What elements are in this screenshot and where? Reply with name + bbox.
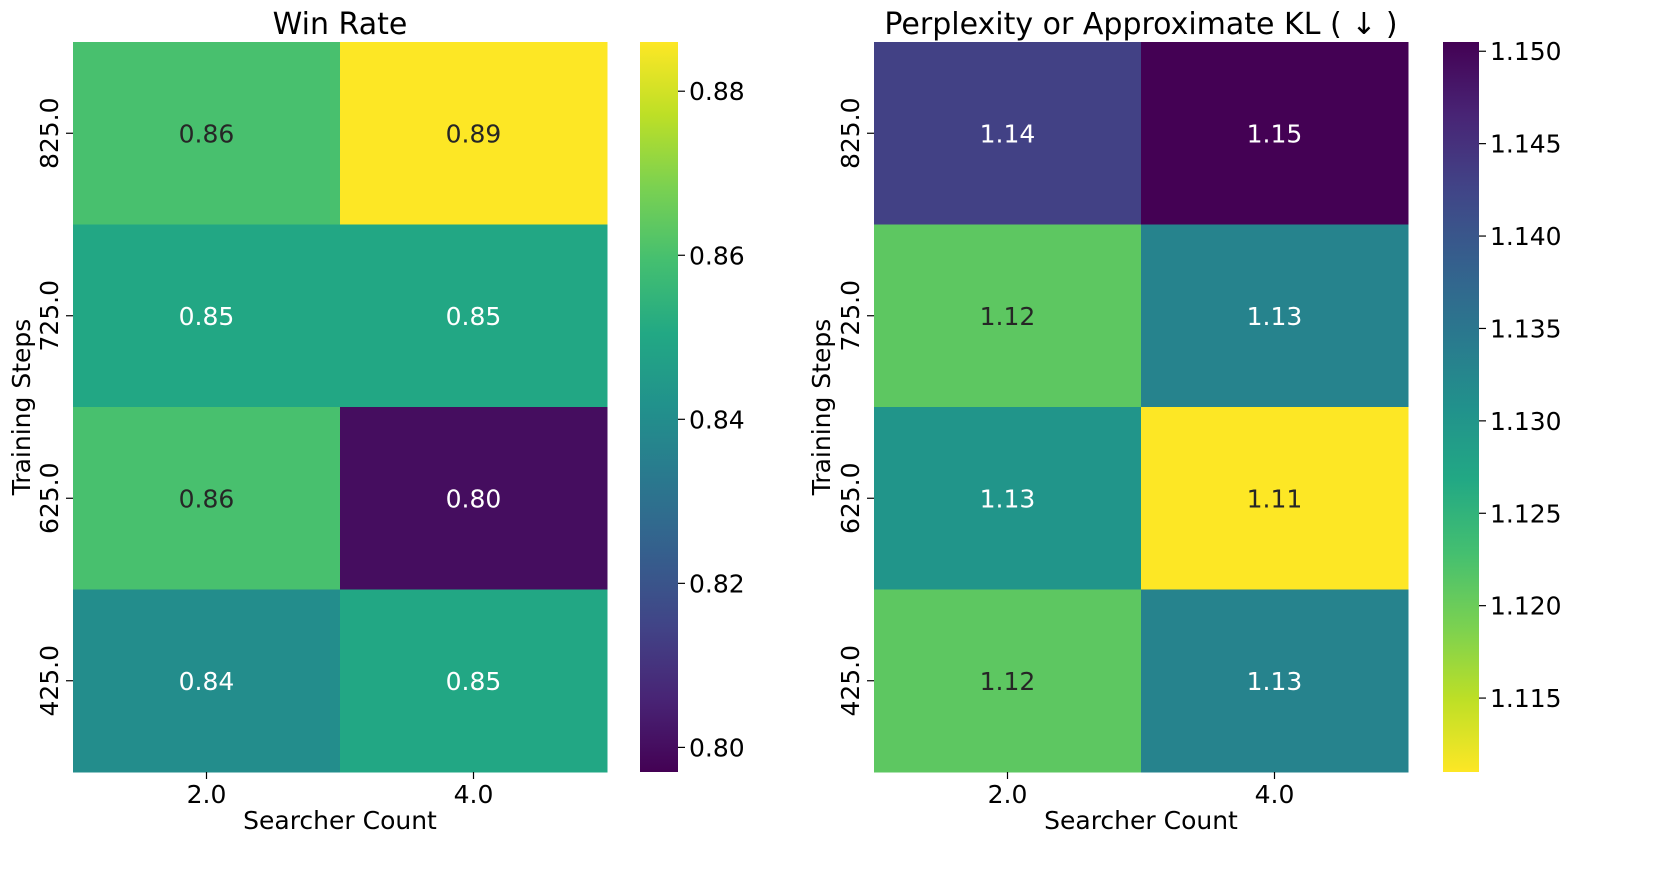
x-axis-label: Searcher Count	[1044, 806, 1238, 835]
cell-value-label: 0.85	[446, 667, 502, 696]
cell-value-label: 0.89	[446, 119, 502, 148]
heatmap-cell	[874, 42, 1142, 225]
y-tick-label: 825.0	[35, 97, 64, 169]
heatmap-cell	[340, 42, 608, 225]
colorbar-tick-label: 0.82	[689, 569, 745, 598]
heatmap-cell	[1141, 42, 1409, 225]
cell-value-label: 1.11	[1247, 484, 1303, 513]
chart-title: Perplexity or Approximate KL ( ↓ )	[884, 7, 1397, 42]
heatmap-cell	[73, 407, 341, 590]
cell-value-label: 1.12	[980, 302, 1036, 331]
y-tick-label: 425.0	[35, 645, 64, 717]
heatmap-cell	[340, 224, 608, 408]
x-tick-label: 4.0	[454, 780, 494, 809]
cell-value-label: 1.12	[980, 667, 1036, 696]
colorbar-tick-label: 1.115	[1490, 684, 1562, 713]
colorbar-tick-label: 0.86	[689, 241, 745, 270]
y-tick-label: 725.0	[836, 280, 865, 352]
heatmap-cell	[73, 224, 341, 408]
heatmap-cell	[1141, 589, 1409, 773]
colorbar-tick-label: 1.150	[1490, 37, 1562, 66]
colorbar	[1443, 42, 1479, 772]
x-tick-label: 4.0	[1255, 780, 1295, 809]
heatmap-cell	[340, 407, 608, 590]
cell-value-label: 0.86	[179, 119, 235, 148]
colorbar-tick-label: 1.120	[1490, 592, 1562, 621]
colorbar-tick-label: 1.125	[1490, 499, 1562, 528]
cell-value-label: 1.13	[1247, 667, 1303, 696]
y-tick-label: 425.0	[836, 645, 865, 717]
heatmap-cell	[73, 42, 341, 225]
y-tick-label: 625.0	[35, 462, 64, 534]
cell-value-label: 1.13	[1247, 302, 1303, 331]
y-tick-label: 625.0	[836, 462, 865, 534]
colorbar-tick-label: 1.140	[1490, 222, 1562, 251]
x-axis-label: Searcher Count	[243, 806, 437, 835]
y-axis-label: Training Steps	[807, 319, 836, 497]
colorbar-tick-label: 1.130	[1490, 407, 1562, 436]
cell-value-label: 1.14	[980, 119, 1036, 148]
cell-value-label: 0.84	[179, 667, 235, 696]
heatmap-cell	[1141, 224, 1409, 408]
heatmap-cell	[1141, 407, 1409, 590]
x-tick-label: 2.0	[988, 780, 1028, 809]
heatmap-cell	[874, 407, 1142, 590]
cell-value-label: 0.85	[179, 302, 235, 331]
colorbar-tick-label: 0.88	[689, 77, 745, 106]
cell-value-label: 1.15	[1247, 119, 1303, 148]
cell-value-label: 0.85	[446, 302, 502, 331]
perplexity-panel: Perplexity or Approximate KL ( ↓ ) 1.14 1.…	[807, 7, 1562, 835]
heatmap-cell	[73, 589, 341, 773]
colorbar-tick-label: 1.145	[1490, 130, 1562, 159]
win-rate-panel: Win Rate 0.86 0.89 0.85 0.85 0.86 0.80 0.84 0.85…	[7, 7, 745, 835]
heatmap-cell	[874, 224, 1142, 408]
colorbar	[640, 42, 678, 772]
y-tick-label: 825.0	[836, 97, 865, 169]
y-axis-label: Training Steps	[7, 319, 36, 497]
heatmap-cell	[874, 589, 1142, 773]
heatmap-cell	[340, 589, 608, 773]
colorbar-tick-label: 0.84	[689, 405, 745, 434]
cell-value-label: 1.13	[980, 484, 1036, 513]
y-tick-label: 725.0	[35, 280, 64, 352]
colorbar-tick-label: 0.80	[689, 733, 745, 762]
cell-value-label: 0.86	[179, 484, 235, 513]
colorbar-tick-label: 1.135	[1490, 314, 1562, 343]
cell-value-label: 0.80	[446, 484, 502, 513]
x-tick-label: 2.0	[187, 780, 227, 809]
chart-title: Win Rate	[273, 7, 408, 42]
